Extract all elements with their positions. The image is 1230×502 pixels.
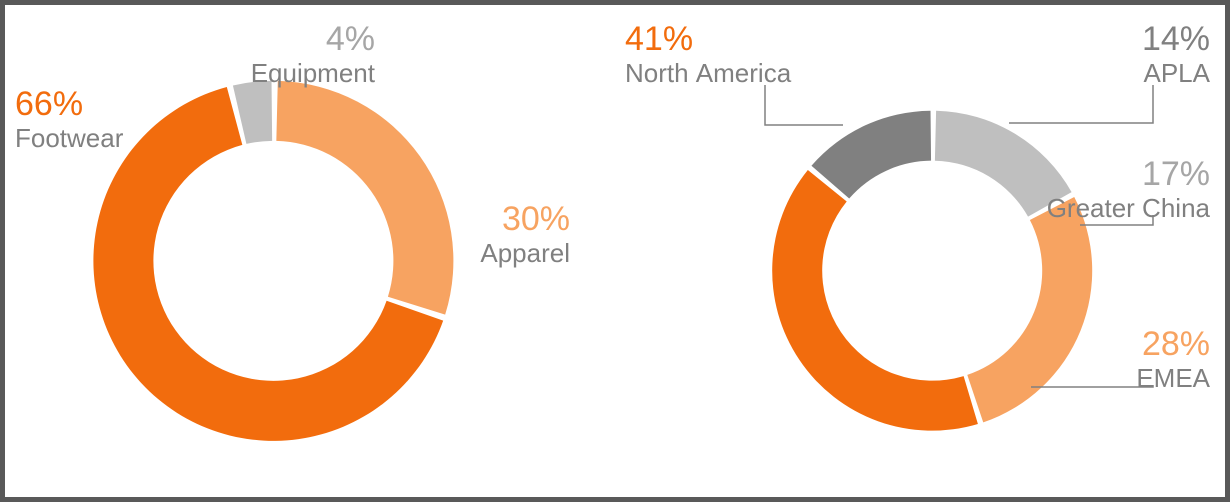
slice-apla <box>811 111 931 199</box>
leader-emea <box>1031 385 1153 387</box>
name-namer: North America <box>625 59 791 89</box>
name-apla: APLA <box>1142 59 1210 89</box>
leader-apla <box>1009 85 1153 123</box>
label-emea: 28% EMEA <box>1136 325 1210 394</box>
name-footwear: Footwear <box>15 124 123 154</box>
chart-frame: 4% Equipment 30% Apparel 66% Footwear 14… <box>0 0 1230 502</box>
pct-apparel: 30% <box>480 200 570 239</box>
label-gchina: 17% Greater China <box>1047 155 1210 224</box>
leader-namer <box>765 85 843 125</box>
label-footwear: 66% Footwear <box>15 85 123 154</box>
pct-equipment: 4% <box>251 20 375 59</box>
name-emea: EMEA <box>1136 364 1210 394</box>
pct-emea: 28% <box>1136 325 1210 364</box>
label-apparel: 30% Apparel <box>480 200 570 269</box>
slice-namer <box>772 170 978 431</box>
slice-apparel <box>276 81 453 315</box>
slice-emea <box>967 197 1092 422</box>
label-namer: 41% North America <box>625 20 791 89</box>
label-equipment: 4% Equipment <box>251 20 375 89</box>
name-gchina: Greater China <box>1047 194 1210 224</box>
name-apparel: Apparel <box>480 239 570 269</box>
pct-gchina: 17% <box>1047 155 1210 194</box>
name-equipment: Equipment <box>251 59 375 89</box>
pct-namer: 41% <box>625 20 791 59</box>
panel-product-mix: 4% Equipment 30% Apparel 66% Footwear <box>5 5 615 497</box>
panel-region-mix: 14% APLA 17% Greater China 28% EMEA 41% … <box>615 5 1225 497</box>
pct-apla: 14% <box>1142 20 1210 59</box>
label-apla: 14% APLA <box>1142 20 1210 89</box>
pct-footwear: 66% <box>15 85 123 124</box>
